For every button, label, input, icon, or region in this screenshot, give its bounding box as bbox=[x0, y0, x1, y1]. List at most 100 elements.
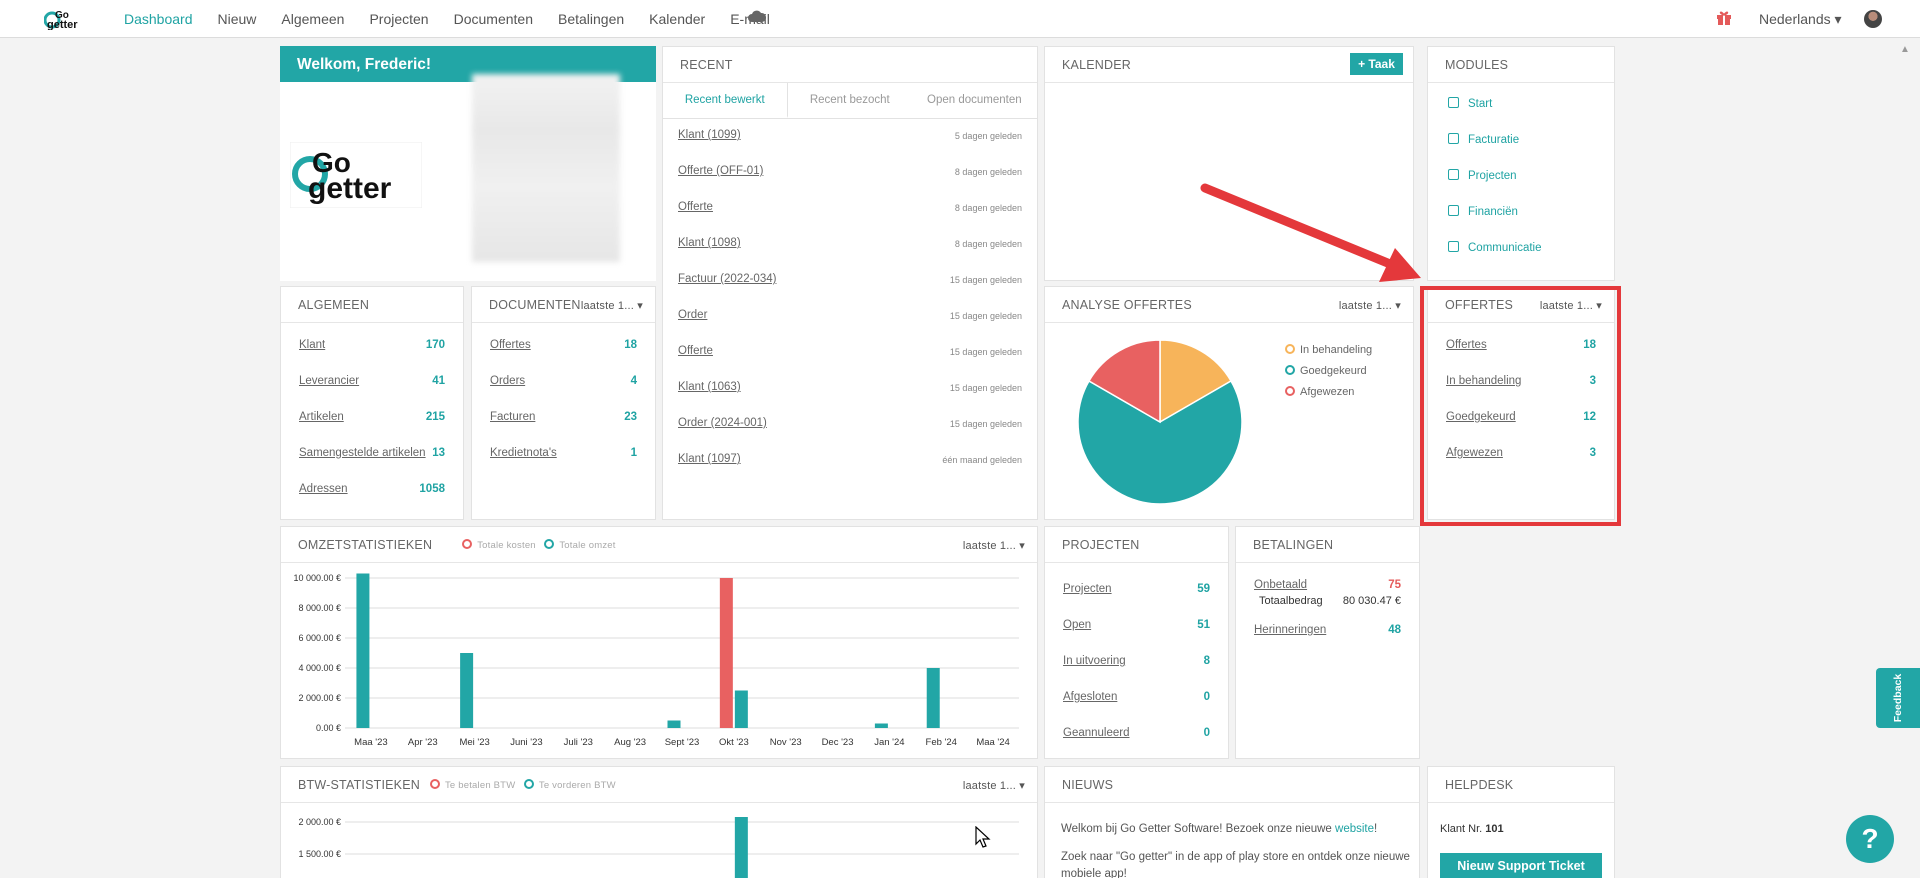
module-item-2[interactable]: Projecten bbox=[1448, 169, 1517, 182]
module-label: Communicatie bbox=[1468, 242, 1542, 254]
bar-omzet[interactable] bbox=[874, 723, 888, 729]
offertes-row-link[interactable]: Offertes bbox=[1446, 339, 1487, 351]
recent-item-link[interactable]: Klant (1063) bbox=[678, 381, 741, 393]
caret-down-icon: ▾ bbox=[637, 300, 643, 312]
nav-betalingen[interactable]: Betalingen bbox=[558, 11, 625, 27]
module-item-3[interactable]: Financiën bbox=[1448, 205, 1518, 218]
algemeen-row-link[interactable]: Leverancier bbox=[299, 375, 360, 387]
algemeen-row-link[interactable]: Klant bbox=[299, 339, 326, 351]
x-tick-label: Maa '23 bbox=[354, 737, 388, 748]
nav-nieuw[interactable]: Nieuw bbox=[217, 11, 257, 27]
omzet-dropdown[interactable]: laatste 1... ▾ bbox=[963, 539, 1025, 552]
projecten-row-link[interactable]: In uitvoering bbox=[1063, 655, 1126, 667]
documenten-row-link[interactable]: Facturen bbox=[490, 411, 536, 423]
documenten-row-link[interactable]: Offertes bbox=[490, 339, 531, 351]
nav-algemeen[interactable]: Algemeen bbox=[281, 11, 345, 27]
totaal-label: Totaalbedrag bbox=[1259, 595, 1323, 607]
analyse-title: ANALYSE OFFERTES laatste 1... ▾ bbox=[1045, 287, 1413, 323]
pie-slice-1[interactable] bbox=[1077, 379, 1243, 505]
offertes-row-link[interactable]: Goedgekeurd bbox=[1446, 411, 1516, 423]
btw-dropdown[interactable]: laatste 1... ▾ bbox=[963, 779, 1025, 792]
algemeen-row-link[interactable]: Artikelen bbox=[299, 411, 344, 423]
pie-legend-item[interactable]: In behandeling bbox=[1285, 344, 1372, 356]
recent-item-link[interactable]: Klant (1097) bbox=[678, 453, 741, 465]
caret-down-icon: ▾ bbox=[1395, 300, 1401, 312]
recent-item-link[interactable]: Klant (1098) bbox=[678, 237, 741, 249]
analyse-title-text: ANALYSE OFFERTES bbox=[1062, 297, 1192, 312]
bar-omzet[interactable] bbox=[667, 720, 681, 729]
offertes-dropdown[interactable]: laatste 1... ▾ bbox=[1540, 299, 1602, 312]
y-tick-label: 1 500.00 € bbox=[298, 849, 341, 859]
recent-item-time: 5 dagen geleden bbox=[954, 131, 1022, 141]
pie-slice-2[interactable] bbox=[1087, 339, 1161, 424]
welcome-panel: Welkom, Frederic! Go getter bbox=[280, 46, 656, 281]
herinneringen-link[interactable]: Herinneringen bbox=[1254, 624, 1327, 636]
bar-omzet[interactable] bbox=[460, 653, 474, 728]
cloud-icon[interactable] bbox=[748, 10, 766, 24]
offertes-row-link[interactable]: Afgewezen bbox=[1446, 447, 1503, 459]
recent-item-link[interactable]: Offerte bbox=[678, 345, 713, 357]
pie-slice-0[interactable] bbox=[1159, 339, 1233, 424]
pie-legend-item[interactable]: Afgewezen bbox=[1285, 386, 1354, 398]
algemeen-row-link[interactable]: Adressen bbox=[299, 483, 348, 495]
pie-legend-label: Afgewezen bbox=[1300, 386, 1355, 398]
bar-omzet[interactable] bbox=[356, 573, 370, 729]
nav-projecten[interactable]: Projecten bbox=[369, 11, 429, 27]
onbetaald-link[interactable]: Onbetaald bbox=[1254, 579, 1308, 591]
user-avatar[interactable] bbox=[1864, 10, 1882, 28]
documenten-row-link[interactable]: Kredietnota's bbox=[490, 447, 557, 459]
support-ticket-button[interactable]: Nieuw Support Ticket bbox=[1440, 853, 1602, 878]
bar-kosten[interactable] bbox=[719, 578, 733, 728]
feedback-tab[interactable]: Feedback bbox=[1876, 668, 1920, 728]
website-link[interactable]: website bbox=[1335, 823, 1375, 835]
pie-legend-item[interactable]: Goedgekeurd bbox=[1285, 365, 1367, 377]
totaal-value: 80 030.47 € bbox=[1342, 595, 1401, 607]
module-item-0[interactable]: Start bbox=[1448, 97, 1492, 110]
legend-te-betalen[interactable]: Te betalen BTW bbox=[444, 779, 516, 791]
projecten-row-link[interactable]: Open bbox=[1063, 619, 1092, 631]
bar-omzet[interactable] bbox=[926, 668, 940, 728]
gift-icon[interactable] bbox=[1716, 10, 1732, 26]
legend-te-vorderen[interactable]: Te vorderen BTW bbox=[538, 779, 616, 791]
tab-open-documenten[interactable]: Open documenten bbox=[927, 94, 1022, 106]
module-item-1[interactable]: Facturatie bbox=[1448, 133, 1519, 146]
module-item-4[interactable]: Communicatie bbox=[1448, 241, 1542, 254]
projecten-row-value: 0 bbox=[1203, 691, 1210, 703]
nav-dashboard[interactable]: Dashboard bbox=[124, 11, 193, 27]
recent-item-link[interactable]: Offerte bbox=[678, 201, 713, 213]
svg-text:Go: Go bbox=[55, 10, 69, 21]
nav-kalender[interactable]: Kalender bbox=[649, 11, 706, 27]
legend-omzet[interactable]: Totale omzet bbox=[559, 539, 616, 551]
offertes-row-link[interactable]: In behandeling bbox=[1446, 375, 1522, 387]
projecten-row-link[interactable]: Geannuleerd bbox=[1063, 727, 1130, 739]
recent-item-link[interactable]: Klant (1099) bbox=[678, 129, 741, 141]
tab-recent-bezocht[interactable]: Recent bezocht bbox=[809, 94, 890, 106]
documenten-dropdown[interactable]: laatste 1... ▾ bbox=[581, 299, 643, 312]
documenten-row: Orders 4 bbox=[490, 375, 637, 393]
bar-omzet[interactable] bbox=[734, 690, 748, 729]
language-selector[interactable]: Nederlands ▾ bbox=[1759, 11, 1842, 28]
omzet-panel: OMZETSTATISTIEKEN Totale kosten Totale o… bbox=[280, 526, 1038, 759]
algemeen-row-value: 13 bbox=[432, 447, 445, 459]
recent-item-link[interactable]: Factuur (2022-034) bbox=[678, 273, 777, 285]
recent-item-link[interactable]: Offerte (OFF-01) bbox=[678, 165, 764, 177]
finance-icon bbox=[1448, 205, 1459, 216]
projecten-row-link[interactable]: Projecten bbox=[1063, 583, 1112, 595]
documenten-row-link[interactable]: Orders bbox=[490, 375, 526, 387]
bar-te-vorderen[interactable] bbox=[734, 817, 748, 878]
help-button[interactable]: ? bbox=[1846, 815, 1894, 863]
scrollbar-arrow[interactable]: ▲ bbox=[1900, 44, 1910, 55]
analyse-dropdown[interactable]: laatste 1... ▾ bbox=[1339, 299, 1401, 312]
projecten-row-link[interactable]: Afgesloten bbox=[1063, 691, 1118, 703]
recent-item-link[interactable]: Order bbox=[678, 309, 708, 321]
add-task-button[interactable]: + Taak bbox=[1350, 53, 1403, 75]
recent-item-link[interactable]: Order (2024-001) bbox=[678, 417, 767, 429]
documenten-dropdown-label: laatste 1... bbox=[580, 300, 634, 312]
offertes-row-value: 3 bbox=[1589, 447, 1596, 459]
tab-recent-bewerkt[interactable]: Recent bewerkt bbox=[663, 83, 788, 118]
algemeen-row-link[interactable]: Samengestelde artikelen bbox=[299, 447, 426, 459]
gogetter-logo[interactable]: Go getter bbox=[44, 8, 100, 30]
legend-kosten[interactable]: Totale kosten bbox=[477, 539, 536, 551]
arrow-annotation bbox=[1200, 183, 1421, 282]
nav-documenten[interactable]: Documenten bbox=[453, 11, 533, 27]
